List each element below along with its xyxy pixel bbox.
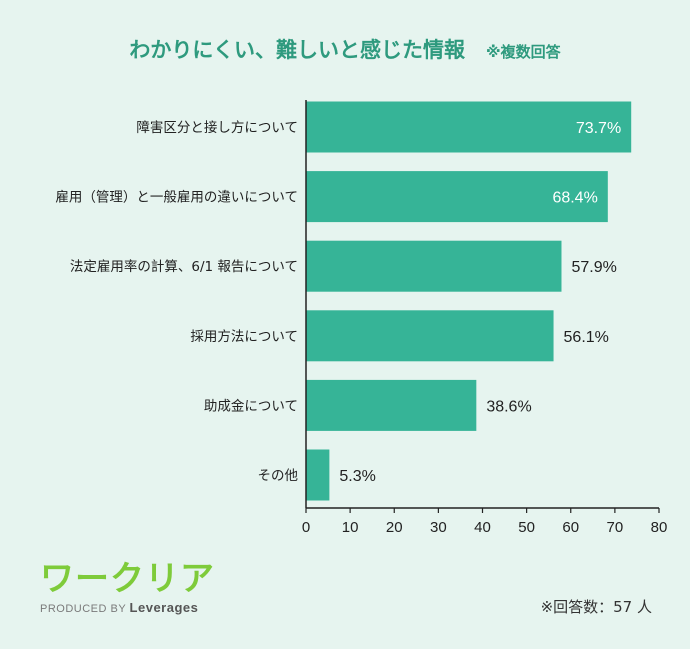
logo-brand: Leverages bbox=[129, 600, 199, 615]
chart-title-note: ※複数回答 bbox=[486, 43, 561, 61]
x-tick-label-5: 50 bbox=[518, 519, 535, 536]
value-label-5: 5.3% bbox=[339, 468, 375, 485]
bar-2 bbox=[306, 240, 562, 292]
x-tick-label-3: 30 bbox=[430, 519, 447, 536]
category-label-4: 助成金について bbox=[204, 398, 298, 414]
x-tick-label-7: 70 bbox=[607, 519, 624, 536]
bar-0 bbox=[306, 101, 632, 153]
x-tick-label-0: 0 bbox=[302, 519, 310, 536]
x-tick-label-6: 60 bbox=[562, 519, 579, 536]
category-label-1: 雇用（管理）と一般雇用の違いについて bbox=[55, 189, 298, 206]
value-label-2: 57.9% bbox=[571, 259, 616, 276]
category-label-3: 採用方法について bbox=[190, 329, 298, 345]
category-label-5: その他 bbox=[258, 468, 299, 484]
value-label-3: 56.1% bbox=[564, 329, 609, 346]
bar-1 bbox=[306, 171, 608, 223]
respondent-count: ※回答数：57 人 bbox=[540, 598, 652, 616]
bar-chart: 障害区分と接し方について 73.7% 雇用（管理）と一般雇用の違いについて 68.4%… bbox=[55, 100, 668, 536]
chart-title-row: わかりにくい、難しいと感じた情報 ※複数回答 bbox=[0, 34, 690, 64]
category-label-0: 障害区分と接し方について bbox=[136, 119, 298, 136]
value-label-4: 38.6% bbox=[486, 398, 531, 415]
logo: ワークリア PRODUCED BY Leverages bbox=[40, 560, 215, 615]
logo-produced-by: PRODUCED BY bbox=[40, 603, 126, 615]
category-label-2: 法定雇用率の計算、6/1 報告について bbox=[70, 258, 298, 275]
x-tick-label-8: 80 bbox=[651, 519, 668, 536]
bar-4 bbox=[306, 379, 477, 431]
chart-title: わかりにくい、難しいと感じた情報 bbox=[129, 38, 465, 62]
logo-tagline: PRODUCED BY Leverages bbox=[40, 600, 215, 615]
x-tick-label-4: 40 bbox=[474, 519, 491, 536]
value-label-1: 68.4% bbox=[552, 190, 597, 207]
logo-wordmark: ワークリア bbox=[40, 559, 215, 599]
value-label-0: 73.7% bbox=[576, 120, 621, 137]
x-tick-label-1: 10 bbox=[342, 519, 359, 536]
bar-5 bbox=[306, 449, 330, 501]
bar-3 bbox=[306, 310, 554, 362]
x-tick-label-2: 20 bbox=[386, 519, 403, 536]
